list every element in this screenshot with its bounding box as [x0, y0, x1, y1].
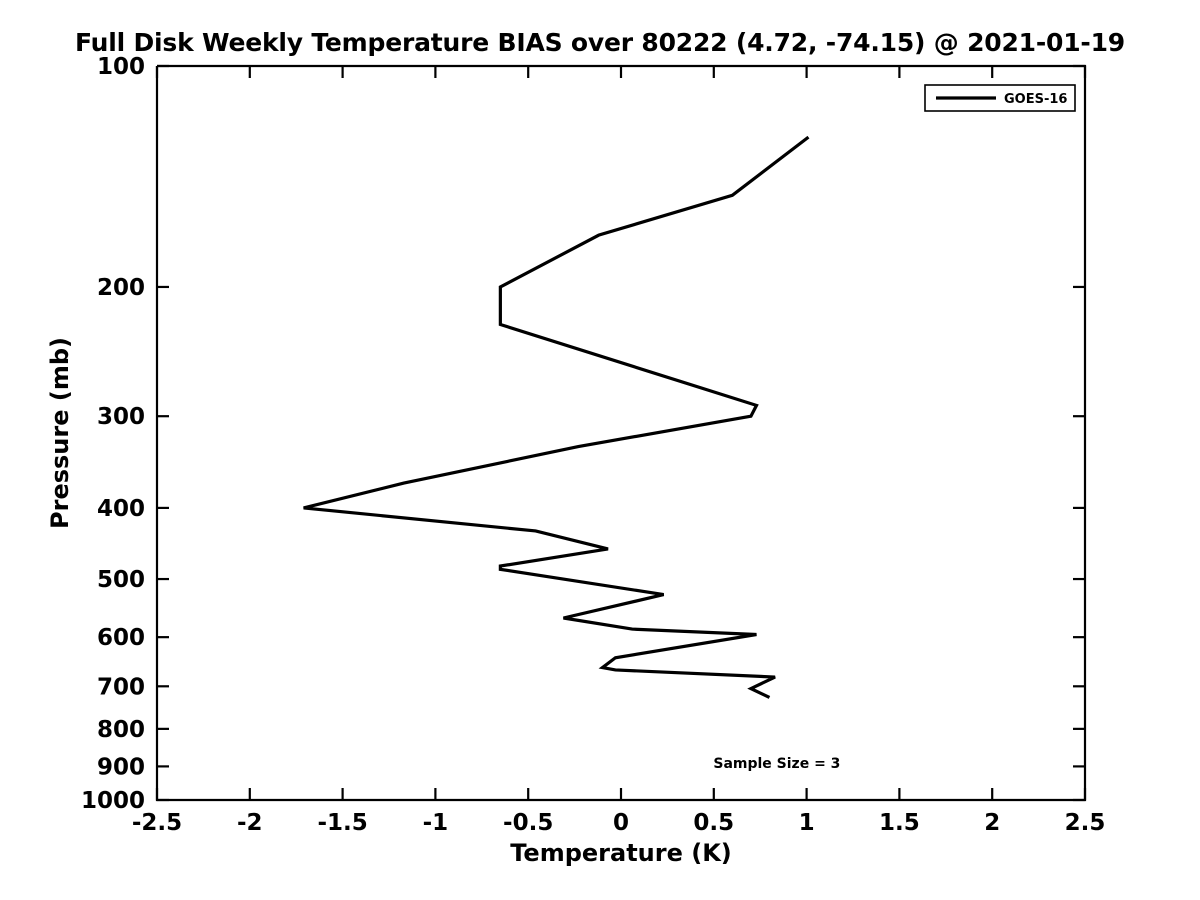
- y-axis-ticks: [157, 64, 1085, 802]
- x-tick-label: 2.5: [1065, 810, 1106, 836]
- y-tick-label: 300: [97, 404, 145, 430]
- x-tick-label: -1.5: [317, 810, 367, 836]
- y-tick-label: 500: [97, 567, 145, 593]
- sample-size-annotation: Sample Size = 3: [713, 756, 840, 772]
- x-tick-label: 0: [613, 810, 629, 836]
- y-tick-label: 1000: [81, 788, 145, 814]
- y-tick-label: 700: [97, 674, 145, 700]
- data-series-goes-16: [303, 135, 810, 699]
- x-axis-ticks: [155, 66, 1087, 800]
- x-tick-label: 2: [984, 810, 1000, 836]
- y-tick-label: 800: [97, 717, 145, 743]
- y-tick-label: 200: [97, 275, 145, 301]
- y-axis-tick-labels: 100 200 300 400 500 600 700 800 900 1000: [81, 54, 145, 814]
- y-tick-label: 900: [97, 754, 145, 780]
- x-tick-label: -2: [237, 810, 263, 836]
- x-tick-label: 1: [799, 810, 815, 836]
- x-axis-tick-labels: -2.5 -2 -1.5 -1 -0.5 0 0.5 1 1.5 2 2.5: [132, 810, 1106, 836]
- x-tick-label: 1.5: [879, 810, 920, 836]
- x-tick-label: -0.5: [503, 810, 553, 836]
- y-tick-label: 600: [97, 625, 145, 651]
- legend: GOES-16: [924, 84, 1076, 112]
- y-tick-label: 400: [97, 496, 145, 522]
- y-tick-label: 100: [97, 54, 145, 80]
- legend-label-goes-16: GOES-16: [1004, 92, 1067, 107]
- x-tick-label: 0.5: [693, 810, 734, 836]
- x-axis-title: Temperature (K): [510, 839, 732, 867]
- plot-area-background: [157, 66, 1085, 800]
- y-axis-title: Pressure (mb): [46, 337, 74, 529]
- x-tick-label: -2.5: [132, 810, 182, 836]
- chart-title: Full Disk Weekly Temperature BIAS over 8…: [75, 28, 1125, 57]
- x-tick-label: -1: [423, 810, 449, 836]
